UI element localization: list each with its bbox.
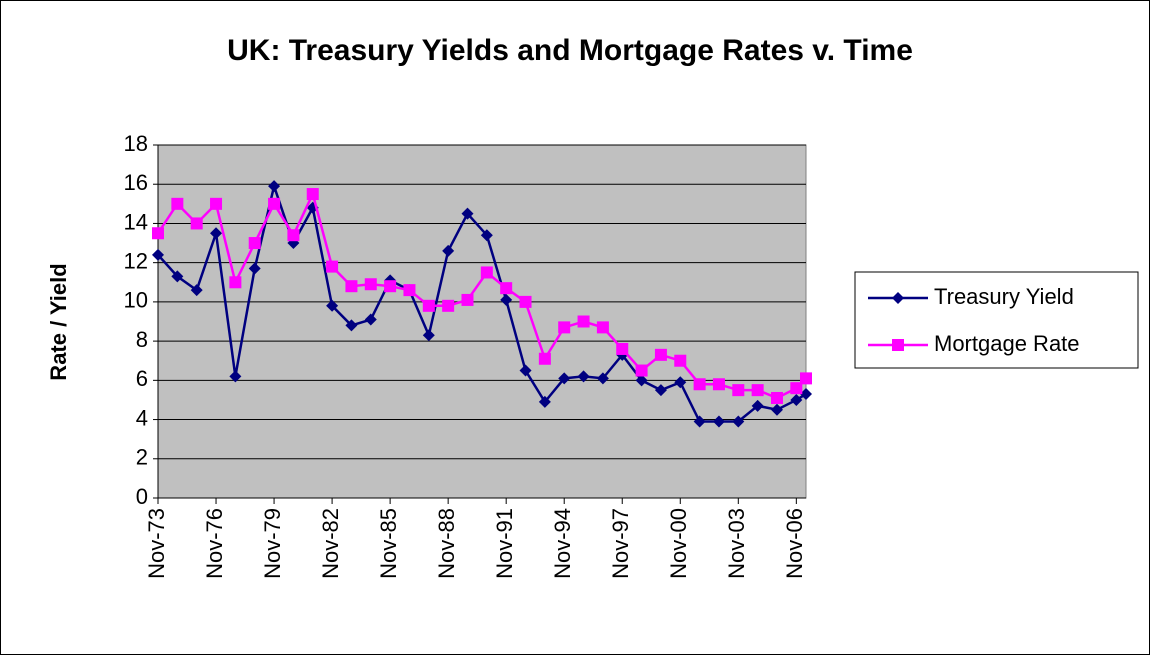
data-point (306, 188, 319, 201)
x-tick-label: Nov-91 (492, 508, 517, 579)
data-point (538, 395, 551, 408)
y-tick-label: 0 (136, 484, 148, 509)
data-point (403, 284, 416, 297)
data-point (480, 266, 493, 279)
data-point (616, 342, 629, 355)
y-tick-label: 12 (124, 248, 148, 273)
x-tick-label: Nov-03 (724, 508, 749, 579)
data-point (152, 248, 164, 261)
data-point (800, 388, 812, 401)
data-point (596, 372, 609, 385)
y-tick-label: 8 (136, 327, 148, 352)
x-tick-label: Nov-88 (434, 508, 459, 579)
data-point (171, 270, 184, 283)
data-point (732, 415, 745, 428)
data-point (442, 299, 455, 312)
data-point (364, 278, 377, 291)
x-tick-label: Nov-73 (144, 508, 169, 579)
data-point (635, 374, 648, 387)
data-point (654, 348, 667, 361)
data-point (790, 393, 803, 406)
data-point (461, 207, 474, 220)
data-point (287, 229, 300, 242)
data-point (480, 229, 493, 242)
data-point (442, 244, 455, 257)
data-point (422, 329, 435, 342)
data-point (345, 319, 358, 332)
legend-marker (892, 292, 904, 304)
x-tick-label: Nov-94 (550, 508, 575, 579)
data-point (268, 180, 281, 193)
data-point (152, 227, 164, 240)
plot-area (157, 144, 807, 499)
data-point (654, 384, 667, 397)
y-tick-label: 14 (124, 209, 148, 234)
y-axis-label: Rate / Yield (46, 263, 71, 380)
y-tick-label: 6 (136, 366, 148, 391)
x-tick-label: Nov-79 (260, 508, 285, 579)
data-point (326, 299, 339, 312)
data-point (519, 364, 532, 377)
y-tick-label: 2 (136, 445, 148, 470)
x-tick-label: Nov-06 (782, 508, 807, 579)
data-point (422, 299, 435, 312)
legend-marker (892, 339, 904, 351)
x-tick-label: Nov-00 (666, 508, 691, 579)
data-point (800, 372, 812, 385)
legend-label: Mortgage Rate (934, 331, 1080, 356)
data-point (732, 384, 745, 397)
data-point (190, 284, 203, 297)
data-point (577, 315, 590, 328)
y-tick-label: 10 (124, 288, 148, 313)
data-point (770, 403, 783, 416)
data-point (693, 415, 706, 428)
data-point (210, 227, 223, 240)
data-point (229, 370, 242, 383)
y-tick-label: 16 (124, 170, 148, 195)
data-point (790, 382, 803, 395)
data-point (538, 352, 551, 365)
data-point (500, 282, 513, 295)
data-point (268, 197, 281, 210)
data-point (751, 399, 764, 412)
data-point (229, 276, 242, 289)
data-point (558, 372, 571, 385)
x-tick-label: Nov-97 (608, 508, 633, 579)
y-tick-label: 18 (124, 131, 148, 156)
data-point (248, 237, 261, 250)
data-point (364, 313, 377, 326)
data-point (693, 378, 706, 391)
data-point (674, 376, 687, 389)
data-point (558, 321, 571, 334)
data-point (635, 364, 648, 377)
data-point (500, 293, 513, 306)
data-point (577, 370, 590, 383)
data-point (770, 391, 783, 404)
data-point (190, 217, 203, 230)
data-point (384, 280, 397, 293)
data-point (712, 415, 725, 428)
chart-title: UK: Treasury Yields and Mortgage Rates v… (227, 34, 913, 67)
data-point (326, 260, 339, 273)
data-point (461, 293, 474, 306)
data-point (171, 197, 184, 210)
data-point (248, 262, 261, 275)
x-tick-label: Nov-85 (376, 508, 401, 579)
data-point (596, 321, 609, 334)
legend-box (854, 271, 1139, 369)
legend-label: Treasury Yield (934, 284, 1074, 309)
data-point (210, 197, 223, 210)
y-tick-label: 4 (136, 405, 148, 430)
data-point (712, 378, 725, 391)
data-point (519, 295, 532, 308)
data-point (751, 384, 764, 397)
data-point (345, 280, 358, 293)
x-tick-label: Nov-82 (318, 508, 343, 579)
data-point (674, 354, 687, 367)
x-tick-label: Nov-76 (202, 508, 227, 579)
